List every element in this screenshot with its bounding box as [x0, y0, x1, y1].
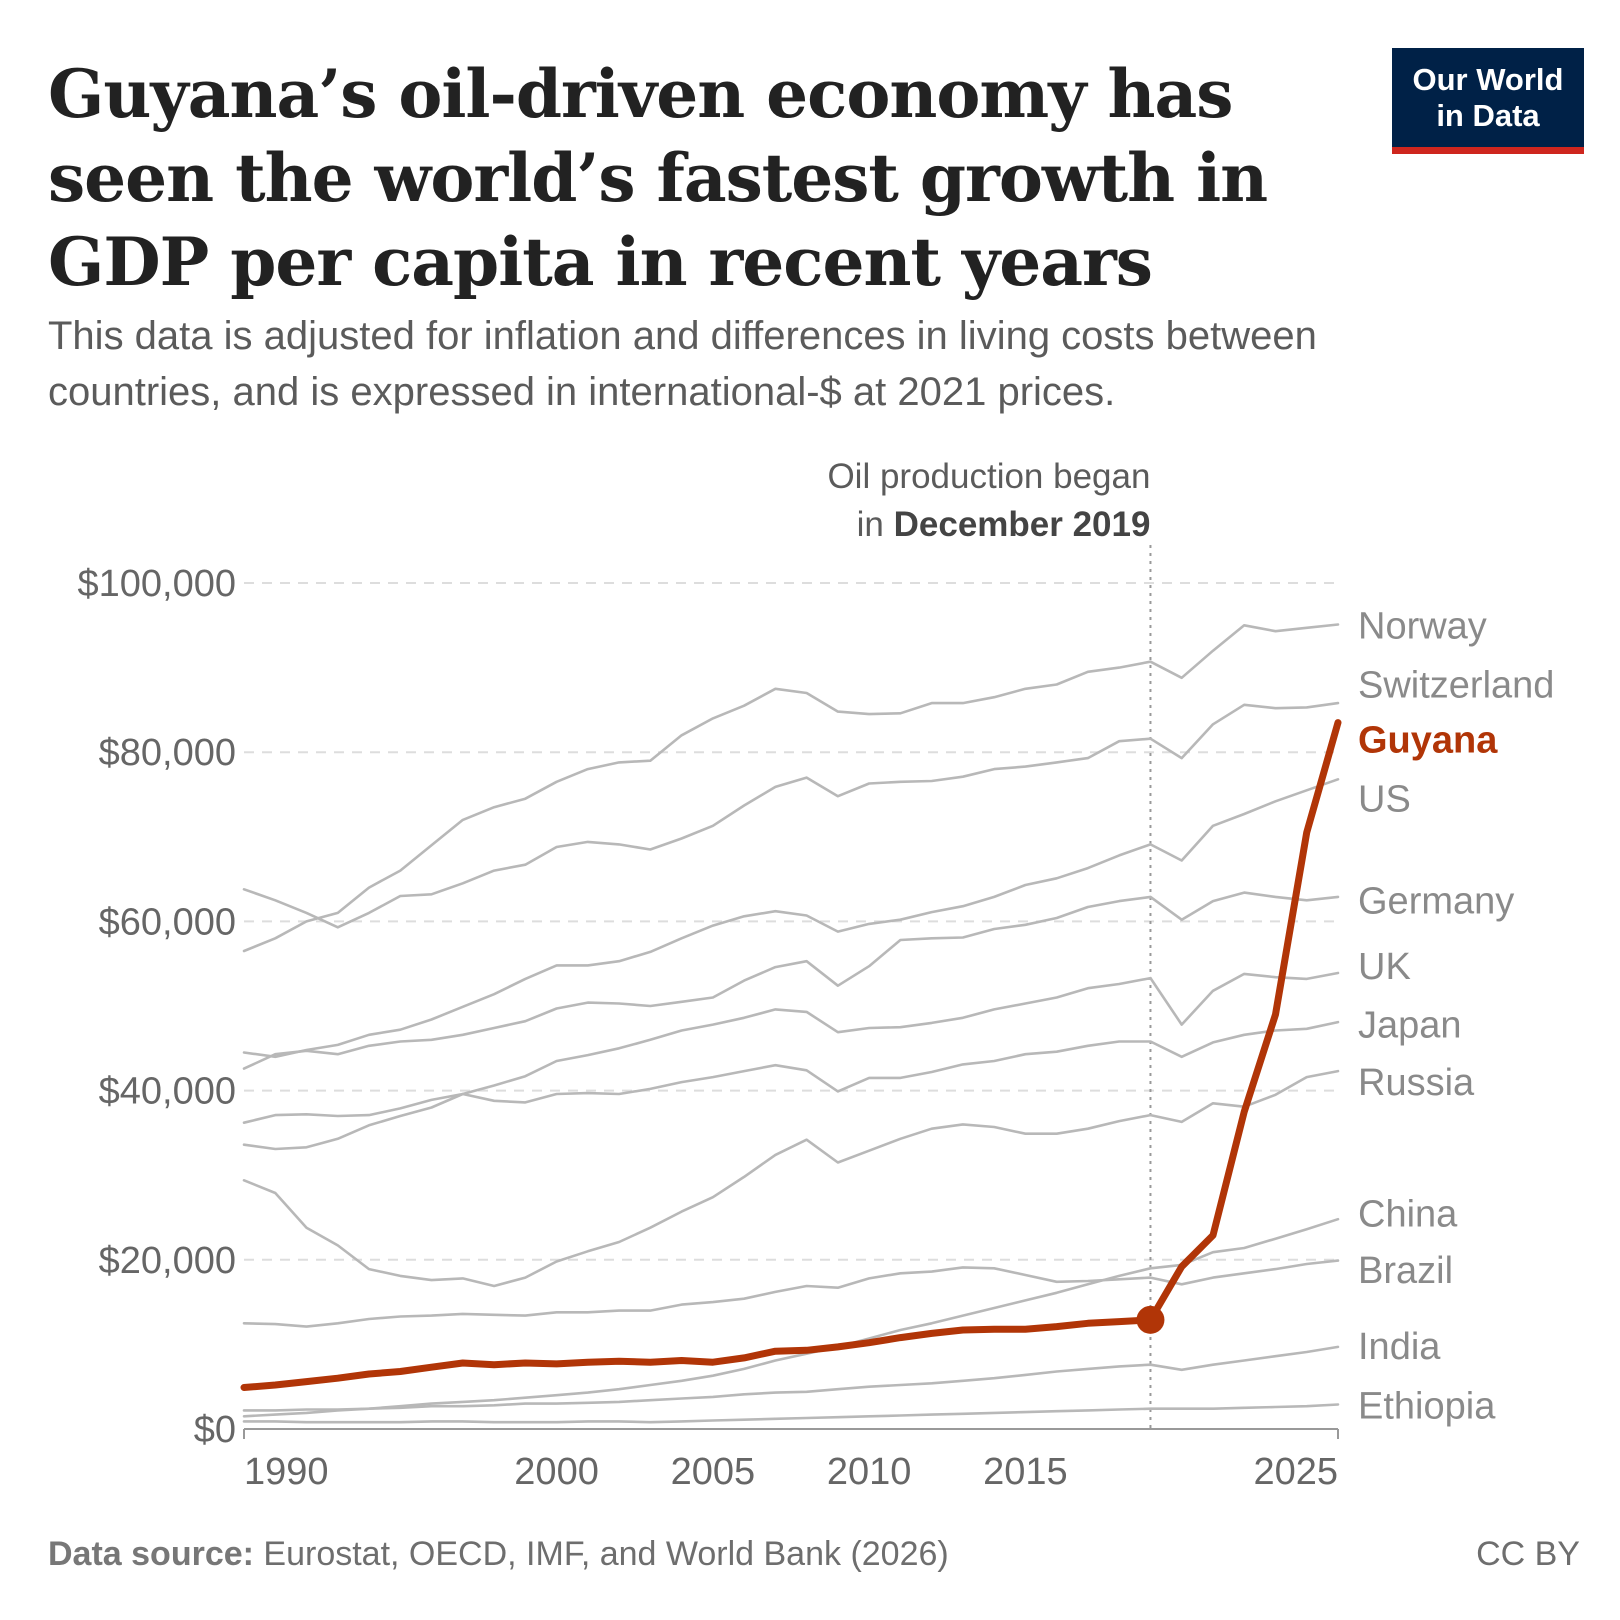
series-line-india[interactable] [242, 1345, 1340, 1412]
series-line-japan[interactable] [242, 1020, 1340, 1151]
y-tick-label: $40,000 [99, 1071, 236, 1113]
x-tick-label: 2015 [983, 1451, 1068, 1493]
series-line-germany[interactable] [242, 891, 1340, 1070]
x-axis: 1990 2000 2005 2010 2015 2025 [243, 1428, 1339, 1493]
series-line-uk[interactable] [242, 971, 1340, 1124]
series-line-russia[interactable] [242, 1069, 1340, 1288]
data-source: Data source: Eurostat, OECD, IMF, and Wo… [48, 1535, 949, 1574]
y-axis-tick-labels: $0 $20,000 $40,000 $60,000 $80,000 $100,000 [78, 563, 237, 1451]
grid-lines [244, 582, 1338, 1261]
guyana-2019-marker [1136, 1305, 1165, 1334]
series-label-norway[interactable]: Norway [1358, 605, 1487, 647]
annotation-text-line-2: in December 2019 [857, 505, 1151, 544]
oil-production-annotation: Oil production began in December 2019 [827, 457, 1152, 1429]
owid-logo[interactable]: Our World in Data [1392, 48, 1584, 154]
series-labels: Norway Switzerland US Germany UK Japan Russia C… [1358, 605, 1554, 1427]
data-source-text: Eurostat, OECD, IMF, and World Bank (202… [253, 1535, 949, 1573]
series-lines [240, 623, 1342, 1424]
series-line-norway[interactable] [242, 623, 1340, 953]
series-label-guyana[interactable]: Guyana [1358, 720, 1498, 762]
data-source-label: Data source: [48, 1535, 254, 1573]
series-line-switzerland[interactable] [242, 701, 1340, 929]
series-line-us[interactable] [242, 778, 1340, 1059]
license-link[interactable]: CC BY [1476, 1535, 1580, 1573]
x-tick-label: 2010 [827, 1451, 912, 1493]
series-label-uk[interactable]: UK [1358, 946, 1411, 988]
series-label-india[interactable]: India [1358, 1326, 1441, 1368]
series-label-us[interactable]: US [1358, 779, 1411, 821]
logo-line-2: in Data [1436, 97, 1540, 133]
annotation-prefix: in [857, 505, 894, 544]
series-label-japan[interactable]: Japan [1358, 1005, 1462, 1047]
x-tick-label: 2000 [514, 1451, 599, 1493]
logo-line-1: Our World [1412, 61, 1564, 97]
series-line-ethiopia[interactable] [242, 1403, 1340, 1424]
y-tick-label: $80,000 [99, 732, 236, 774]
series-line-brazil[interactable] [242, 1259, 1340, 1328]
chart-subtitle: This data is adjusted for inflation and … [48, 314, 1317, 414]
x-tick-label: 2005 [671, 1451, 756, 1493]
line-chart: $0 $20,000 $40,000 $60,000 $80,000 $100,000 1… [78, 457, 1555, 1493]
x-tick-label: 1990 [244, 1451, 329, 1493]
series-line-china[interactable] [242, 1217, 1340, 1418]
annotation-text-line-1: Oil production began [827, 457, 1150, 496]
series-label-switzerland[interactable]: Switzerland [1358, 665, 1554, 707]
y-tick-label: $20,000 [99, 1240, 236, 1282]
series-label-brazil[interactable]: Brazil [1358, 1250, 1453, 1292]
y-tick-label: $60,000 [99, 901, 236, 943]
series-label-germany[interactable]: Germany [1358, 880, 1514, 922]
series-label-china[interactable]: China [1358, 1193, 1458, 1235]
chart-title: Guyana’s oil-driven economy has seen the… [48, 55, 1268, 301]
y-tick-label: $0 [194, 1409, 236, 1451]
y-tick-label: $100,000 [78, 563, 237, 605]
series-label-ethiopia[interactable]: Ethiopia [1358, 1385, 1496, 1427]
x-tick-label: 2025 [1253, 1451, 1338, 1493]
series-label-russia[interactable]: Russia [1358, 1062, 1475, 1104]
annotation-date: December 2019 [894, 505, 1151, 544]
